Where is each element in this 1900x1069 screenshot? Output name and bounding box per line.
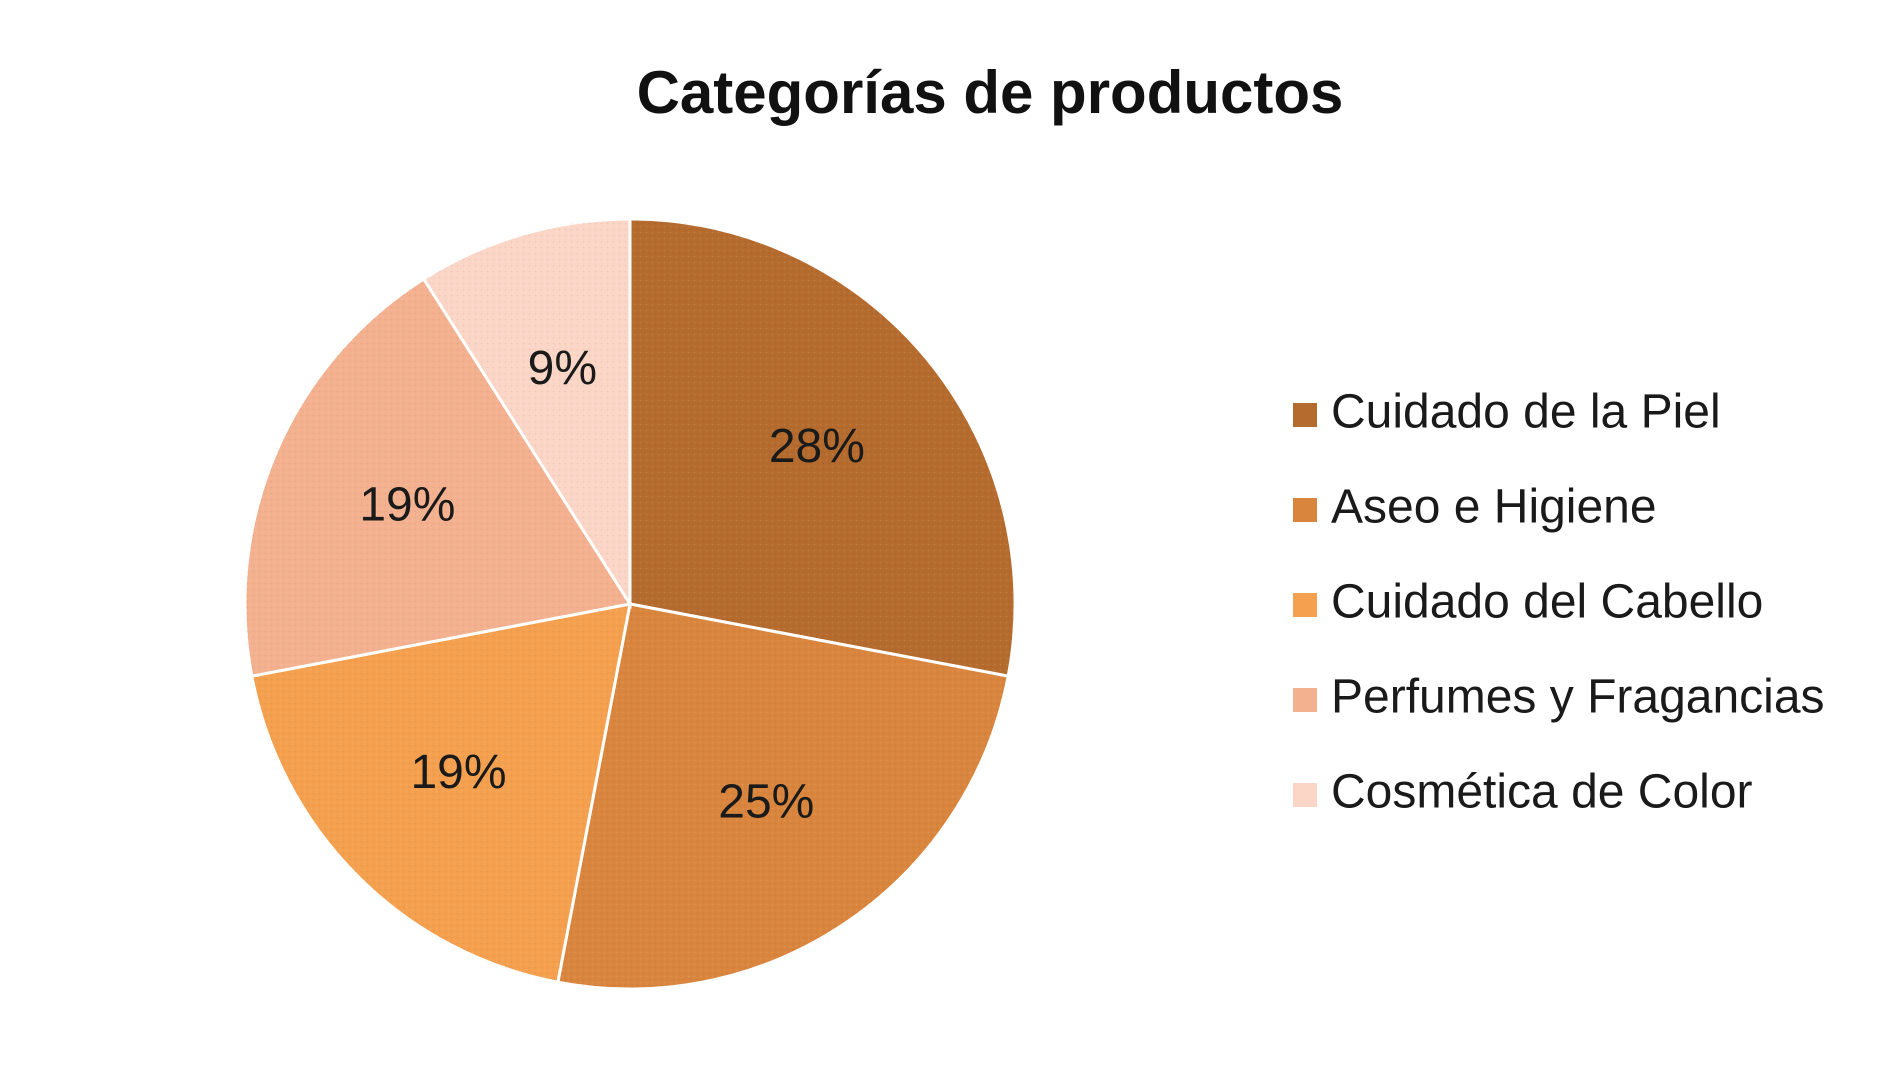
legend-swatch	[1293, 593, 1317, 617]
pie-slices	[243, 217, 1017, 991]
legend-item-cosmetica-de-color: Cosmética de Color	[1293, 766, 1753, 819]
legend-label: Perfumes y Fragancias	[1331, 671, 1825, 724]
pie-slice-texture	[251, 604, 631, 983]
legend-swatch	[1293, 498, 1317, 522]
pie-slice-cuidado-del-cabello	[250, 602, 632, 984]
legend-swatch	[1293, 403, 1317, 427]
slice-value-label-cuidado-del-cabello: 19%	[410, 746, 506, 799]
pie-slice-cuidado-de-la-piel	[628, 217, 1017, 678]
pie-slice-perfumes-y-fragancias	[243, 276, 633, 678]
legend-label: Cuidado del Cabello	[1331, 576, 1763, 629]
legend-item-aseo-e-higiene: Aseo e Higiene	[1293, 481, 1657, 534]
pie-slice-cosmetica-de-color	[421, 217, 632, 610]
pie-slice-texture	[630, 219, 1015, 677]
slice-value-label-perfumes-y-fragancias: 19%	[359, 478, 455, 531]
pie-slice-texture	[423, 219, 630, 604]
legend-swatch	[1293, 783, 1317, 807]
legend: Cuidado de la Piel Aseo e Higiene Cuidado …	[1293, 386, 1825, 819]
legend-item-cuidado-del-cabello: Cuidado del Cabello	[1293, 576, 1763, 629]
legend-swatch	[1293, 688, 1317, 712]
chart-title: Categorías de productos	[637, 59, 1344, 126]
legend-label: Cuidado de la Piel	[1331, 386, 1721, 439]
pie-slice-aseo-e-higiene	[556, 602, 1010, 991]
slice-value-label-cuidado-de-la-piel: 28%	[769, 420, 865, 473]
pie-slice-labels: 28% 25% 19% 19% 9%	[359, 342, 865, 829]
slice-value-label-cosmetica-de-color: 9%	[528, 342, 597, 395]
slice-value-label-aseo-e-higiene: 25%	[718, 775, 814, 828]
pie-slice-texture	[557, 604, 1009, 990]
legend-item-cuidado-de-la-piel: Cuidado de la Piel	[1293, 386, 1721, 439]
legend-item-perfumes-y-fragancias: Perfumes y Fragancias	[1293, 671, 1825, 724]
legend-label: Aseo e Higiene	[1331, 481, 1657, 534]
pie-slice-texture	[244, 278, 630, 677]
legend-label: Cosmética de Color	[1331, 766, 1753, 819]
